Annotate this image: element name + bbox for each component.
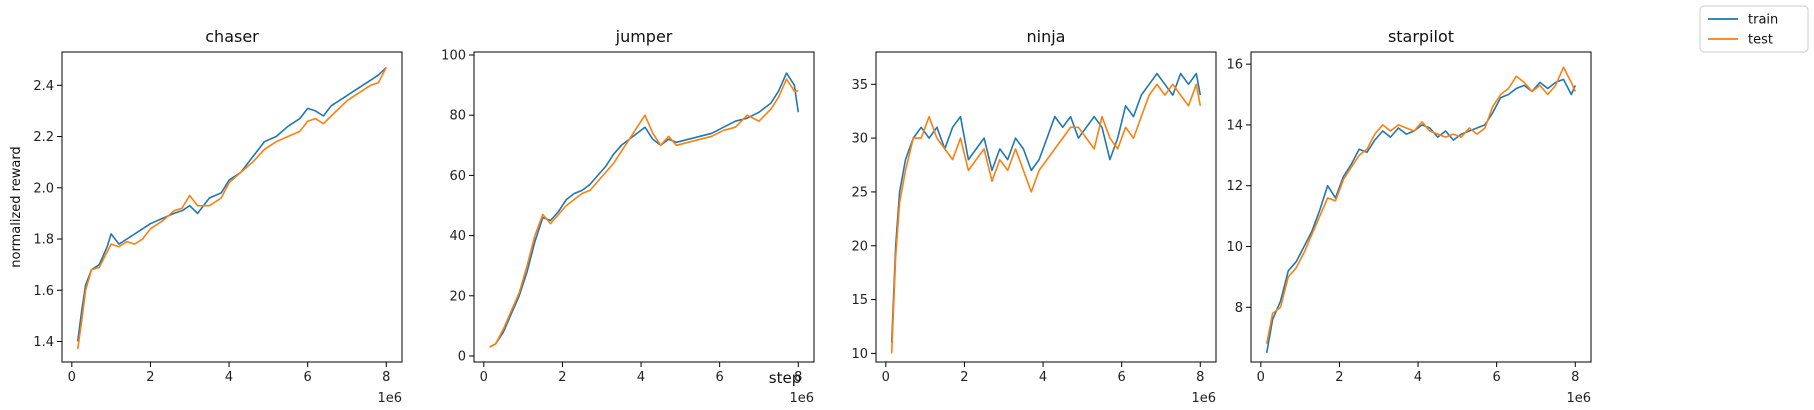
series-line-test (489, 78, 799, 348)
y-tick-label: 80 (449, 109, 466, 124)
series-line-test (1265, 66, 1577, 344)
panel-chaser: 0 2 4 6 8 1e6 1.4 1.6 1.8 2.0 2.2 2.4 chaser normaliz… (9, 27, 403, 406)
x-tick-label: 0 (480, 370, 488, 385)
y-tick-label: 10 (851, 347, 868, 362)
series-line-train (890, 72, 1202, 343)
panel-title: jumper (615, 27, 673, 46)
y-tick-label: 0 (458, 349, 466, 364)
y-tick-label: 20 (851, 239, 868, 254)
y-tick-label: 1.4 (33, 335, 54, 350)
x-tick-label: 6 (304, 370, 312, 385)
axes-frame (61, 51, 403, 363)
y-tick-label: 40 (449, 229, 466, 244)
y-tick-label: 60 (449, 169, 466, 184)
panel-jumper: 0 2 4 6 8 1e6 0 20 40 60 80 100 jumper (441, 27, 815, 406)
x-tick-label: 6 (716, 370, 724, 385)
y-axis-label: normalized reward (9, 146, 24, 267)
y-tick-label: 16 (1226, 58, 1243, 73)
x-tick-label: 4 (1414, 370, 1422, 385)
x-tick-label: 4 (1039, 370, 1047, 385)
y-tick-label: 15 (851, 293, 868, 308)
y-tick-label: 1.8 (33, 233, 54, 248)
legend-box (1699, 5, 1809, 53)
x-tick-label: 6 (1118, 370, 1126, 385)
x-tick-label: 0 (1257, 370, 1265, 385)
y-tick-label: 20 (449, 289, 466, 304)
legend-label-test: test (1748, 33, 1773, 48)
x-tick-label: 8 (1571, 370, 1579, 385)
axes-frame (875, 51, 1217, 363)
x-tick-label: 2 (146, 370, 154, 385)
x-tick-label: 2 (558, 370, 566, 385)
y-tick-label: 10 (1226, 240, 1243, 255)
panel-title: ninja (1027, 27, 1066, 46)
y-tick-label: 2.4 (33, 79, 54, 94)
x-tick-label: 2 (960, 370, 968, 385)
y-tick-label: 12 (1226, 179, 1243, 194)
y-tick-label: 2.2 (33, 130, 54, 145)
legend: train test (1699, 5, 1809, 53)
x-axis-label: step (769, 369, 801, 387)
y-tick-label: 25 (851, 185, 868, 200)
panel-starpilot: 0 2 4 6 8 1e6 8 10 12 14 16 starpilot (1226, 27, 1592, 406)
series-line-train (76, 66, 387, 342)
series-line-test (76, 67, 388, 350)
y-tick-label: 35 (851, 78, 868, 93)
y-tick-label: 1.6 (33, 284, 54, 299)
x-tick-label: 2 (1335, 370, 1343, 385)
y-tick-label: 14 (1226, 118, 1243, 133)
panel-ninja: 0 2 4 6 8 1e6 10 15 20 25 30 35 ninja (851, 27, 1217, 406)
axes-frame (473, 51, 815, 363)
x-tick-label: 8 (382, 370, 390, 385)
y-tick-label: 8 (1235, 301, 1243, 316)
x-tick-label: 6 (1493, 370, 1501, 385)
y-tick-label: 100 (441, 49, 466, 64)
y-tick-label: 2.0 (33, 181, 54, 196)
axes-frame (1250, 51, 1592, 363)
x-tick-label: 0 (68, 370, 76, 385)
legend-label-train: train (1748, 13, 1778, 28)
x-tick-label: 8 (794, 370, 802, 385)
y-tick-label: 30 (851, 132, 868, 147)
x-tick-label: 8 (1196, 370, 1204, 385)
x-tick-label: 4 (637, 370, 645, 385)
x-tick-label: 0 (882, 370, 890, 385)
panel-title: chaser (205, 27, 259, 46)
x-offset-label: 1e6 (377, 391, 402, 406)
x-offset-label: 1e6 (1191, 391, 1216, 406)
x-offset-label: 1e6 (1566, 391, 1591, 406)
x-tick-label: 4 (225, 370, 233, 385)
series-line-train (1265, 78, 1577, 354)
panel-title: starpilot (1388, 27, 1454, 46)
x-offset-label: 1e6 (789, 391, 814, 406)
series-line-train (489, 72, 800, 348)
series-line-test (890, 83, 1202, 354)
